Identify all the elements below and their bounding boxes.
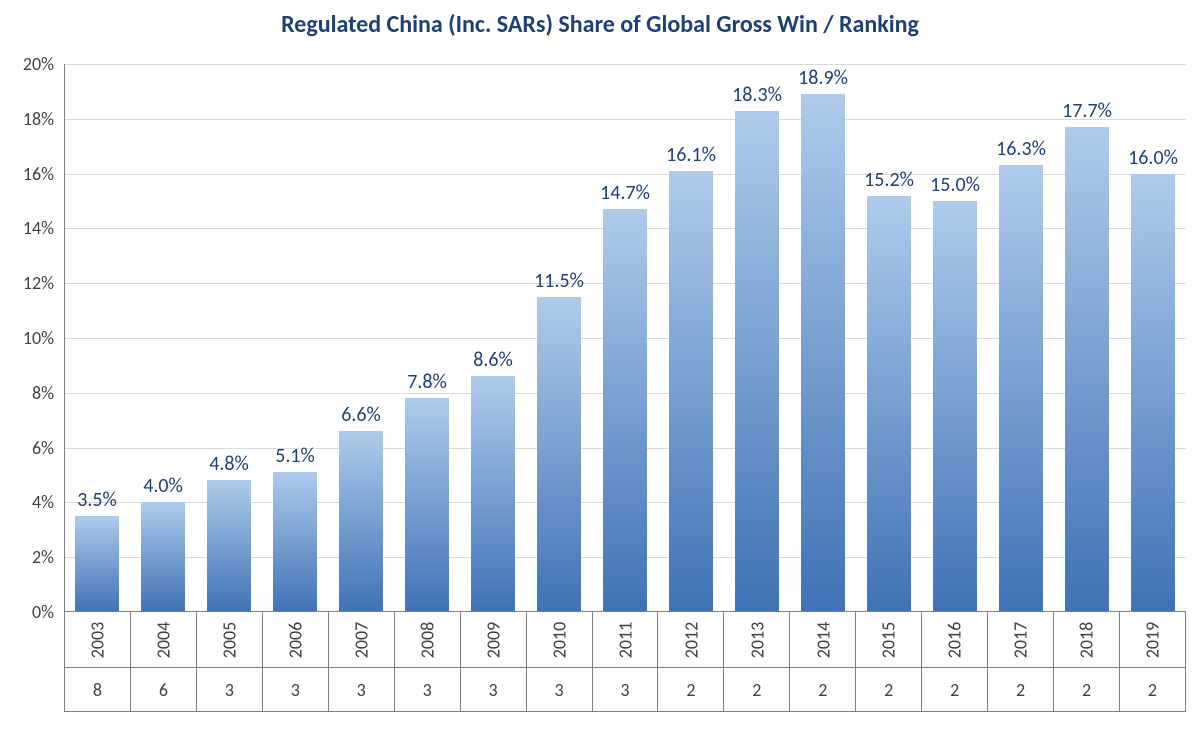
- x-rank-label: 2: [1148, 679, 1157, 701]
- x-year-label: 2009: [482, 621, 504, 658]
- x-rank-cell: 2: [1054, 668, 1120, 711]
- x-rank-label: 3: [489, 679, 498, 701]
- x-year-cell: 2017: [988, 612, 1054, 667]
- x-rank-cell: 3: [197, 668, 263, 711]
- x-axis-rank-row: 8 6 3 3 3 3 3 3 3 2 2 2 2 2 2 2 2: [64, 668, 1186, 712]
- chart-container: Regulated China (Inc. SARs) Share of Glo…: [0, 0, 1200, 729]
- y-tick-label: 12%: [0, 272, 54, 294]
- x-year-cell: 2013: [724, 612, 790, 667]
- y-tick-label: 8%: [0, 382, 54, 404]
- x-rank-label: 3: [423, 679, 432, 701]
- x-year-cell: 2015: [856, 612, 922, 667]
- y-tick-label: 18%: [0, 108, 54, 130]
- x-year-label: 2007: [350, 621, 372, 658]
- x-year-cell: 2010: [527, 612, 593, 667]
- y-tick-label: 20%: [0, 53, 54, 75]
- x-rank-cell: 8: [65, 668, 131, 711]
- x-year-label: 2019: [1141, 621, 1163, 658]
- x-rank-cell: 2: [724, 668, 790, 711]
- x-rank-cell: 3: [329, 668, 395, 711]
- x-rank-cell: 3: [461, 668, 527, 711]
- x-rank-cell: 3: [263, 668, 329, 711]
- x-year-label: 2004: [152, 621, 174, 658]
- x-year-label: 2013: [746, 621, 768, 658]
- x-year-cell: 2018: [1054, 612, 1120, 667]
- x-rank-label: 2: [950, 679, 959, 701]
- x-year-label: 2016: [944, 621, 966, 658]
- x-year-cell: 2011: [593, 612, 659, 667]
- x-year-cell: 2012: [658, 612, 724, 667]
- x-rank-cell: 2: [658, 668, 724, 711]
- y-tick-label: 16%: [0, 163, 54, 185]
- x-rank-label: 2: [1016, 679, 1025, 701]
- x-year-cell: 2005: [197, 612, 263, 667]
- y-tick-label: 0%: [0, 601, 54, 623]
- x-year-cell: 2004: [131, 612, 197, 667]
- x-rank-cell: 2: [922, 668, 988, 711]
- plot-area: 3.5%4.0%4.8%5.1%6.6%7.8%8.6%11.5%14.7%16…: [64, 64, 1186, 612]
- x-rank-cell: 2: [988, 668, 1054, 711]
- x-rank-label: 3: [225, 679, 234, 701]
- x-year-cell: 2006: [263, 612, 329, 667]
- x-year-cell: 2016: [922, 612, 988, 667]
- x-year-label: 2005: [218, 621, 240, 658]
- x-rank-label: 2: [752, 679, 761, 701]
- x-rank-label: 2: [818, 679, 827, 701]
- x-year-label: 2012: [680, 621, 702, 658]
- x-year-cell: 2009: [461, 612, 527, 667]
- x-year-cell: 2008: [395, 612, 461, 667]
- x-year-label: 2017: [1010, 621, 1032, 658]
- x-rank-cell: 3: [527, 668, 593, 711]
- y-tick-label: 10%: [0, 327, 54, 349]
- x-rank-cell: 6: [131, 668, 197, 711]
- x-rank-label: 6: [159, 679, 168, 701]
- x-rank-label: 3: [291, 679, 300, 701]
- x-year-cell: 2019: [1120, 612, 1186, 667]
- x-year-label: 2003: [86, 621, 108, 658]
- x-year-label: 2014: [812, 621, 834, 658]
- x-rank-label: 8: [93, 679, 102, 701]
- y-tick-label: 6%: [0, 437, 54, 459]
- x-year-cell: 2014: [790, 612, 856, 667]
- x-rank-label: 2: [1082, 679, 1091, 701]
- x-year-label: 2006: [284, 621, 306, 658]
- x-year-label: 2015: [878, 621, 900, 658]
- x-rank-cell: 3: [395, 668, 461, 711]
- chart-title: Regulated China (Inc. SARs) Share of Glo…: [0, 10, 1200, 39]
- x-rank-label: 3: [620, 679, 629, 701]
- x-year-label: 2010: [548, 621, 570, 658]
- y-tick-label: 4%: [0, 491, 54, 513]
- x-rank-cell: 2: [856, 668, 922, 711]
- x-axis-years-row: 2003 2004 2005 2006 2007 2008 2009 2010 2011 2012…: [64, 612, 1186, 668]
- axis-lines: [64, 64, 1186, 612]
- x-year-label: 2008: [416, 621, 438, 658]
- x-rank-cell: 2: [790, 668, 856, 711]
- x-year-cell: 2007: [329, 612, 395, 667]
- x-rank-cell: 2: [1120, 668, 1186, 711]
- y-tick-label: 14%: [0, 217, 54, 239]
- y-tick-label: 2%: [0, 546, 54, 568]
- x-year-label: 2011: [614, 621, 636, 658]
- x-year-cell: 2003: [65, 612, 131, 667]
- x-year-label: 2018: [1076, 621, 1098, 658]
- x-rank-label: 3: [357, 679, 366, 701]
- x-rank-label: 2: [884, 679, 893, 701]
- x-rank-cell: 3: [593, 668, 659, 711]
- x-rank-label: 3: [554, 679, 563, 701]
- x-rank-label: 2: [686, 679, 695, 701]
